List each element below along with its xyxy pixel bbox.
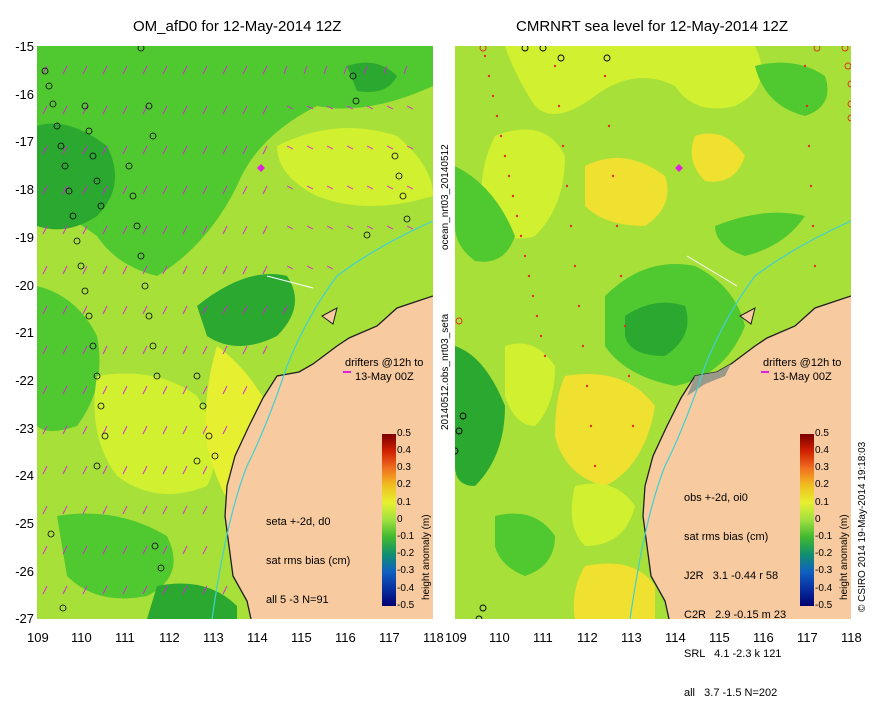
colorbar-tick: 0.4 xyxy=(397,445,411,456)
colorbar-tick: 0 xyxy=(815,514,821,525)
x-tick: 109 xyxy=(27,630,49,645)
x-tick: 113 xyxy=(621,630,642,645)
left-drifter-label: drifters @12h to xyxy=(345,357,423,370)
drifter-label-line2: 13-May 00Z xyxy=(355,371,414,383)
altimeter-track-dots xyxy=(483,54,817,468)
stats-line: J2R 3.1 -0.44 r 58 xyxy=(684,570,779,582)
stats-line: obs +-2d, oi0 xyxy=(684,492,748,504)
stats-line: C2R 2.9 -0.15 m 23 xyxy=(684,609,787,621)
x-tick: 118 xyxy=(423,630,444,645)
colorbar-tick: -0.1 xyxy=(815,531,833,542)
colorbar-tick: 0 xyxy=(397,514,403,525)
right-map-title: CMRNRT sea level for 12-May-2014 12Z xyxy=(516,18,789,35)
x-tick: 116 xyxy=(335,630,356,645)
stats-line: all 5 -3 N=91 xyxy=(266,594,329,606)
right-colorbar xyxy=(800,434,814,606)
x-tick: 118 xyxy=(841,630,862,645)
colorbar-tick: 0.4 xyxy=(815,445,829,456)
x-tick: 111 xyxy=(115,630,135,645)
y-tick: -25 xyxy=(15,516,34,531)
y-tick: -18 xyxy=(15,182,34,197)
colorbar-tick: 0.3 xyxy=(397,462,411,473)
y-axis-latitude: -15 -16 -17 -18 -19 -20 -21 -22 -23 -24 … xyxy=(0,0,36,660)
right-sea-level-map xyxy=(455,46,851,619)
x-tick: 112 xyxy=(159,630,180,645)
drifter-label-line2: 13-May 00Z xyxy=(773,371,832,383)
right-colorbar-label: height anomaly (m) xyxy=(839,514,850,600)
colorbar-tick: -0.5 xyxy=(397,600,415,611)
colorbar-tick: -0.2 xyxy=(815,548,833,559)
x-tick: 117 xyxy=(797,630,818,645)
y-tick: -17 xyxy=(15,134,34,149)
x-tick: 115 xyxy=(709,630,730,645)
drifter-label-line1: drifters @12h to xyxy=(345,357,424,369)
left-drifter-label-2: 13-May 00Z xyxy=(355,371,414,384)
colorbar-tick: -0.5 xyxy=(815,600,833,611)
y-tick: -27 xyxy=(15,611,34,626)
x-tick: 110 xyxy=(71,630,92,645)
x-tick: 111 xyxy=(533,630,553,645)
x-tick: 110 xyxy=(489,630,510,645)
colorbar-tick: 0.3 xyxy=(815,462,829,473)
colorbar-tick: -0.3 xyxy=(815,565,833,576)
y-tick: -23 xyxy=(15,421,34,436)
left-map-title: OM_afD0 for 12-May-2014 12Z xyxy=(133,18,342,35)
colorbar-tick: -0.1 xyxy=(397,531,415,542)
stats-line: sat rms bias (cm) xyxy=(684,531,769,543)
colorbar-tick: 0.2 xyxy=(815,479,829,490)
x-tick: 113 xyxy=(203,630,224,645)
colorbar-tick: 0.2 xyxy=(397,479,411,490)
colorbar-tick: 0.5 xyxy=(397,428,411,439)
stats-line: sat rms bias (cm) xyxy=(266,555,351,567)
y-tick: -15 xyxy=(15,39,34,54)
copyright-credit: © CSIRO 2014 19-May-2014 19:18:03 xyxy=(857,441,868,612)
x-tick: 115 xyxy=(291,630,312,645)
left-colorbar xyxy=(382,434,396,606)
current-vectors xyxy=(42,65,414,595)
y-tick: -21 xyxy=(15,325,34,340)
altimeter-track-circles xyxy=(41,46,411,612)
colorbar-tick: 0.5 xyxy=(815,428,829,439)
right-drifter-label-2: 13-May 00Z xyxy=(773,371,832,384)
right-drifter-label: drifters @12h to xyxy=(763,357,841,370)
x-tick: 114 xyxy=(247,630,268,645)
left-colorbar-label: height anomaly (m) xyxy=(421,514,432,600)
left-stats: seta +-2d, d0 sat rms bias (cm) all 5 -3… xyxy=(266,490,350,620)
stats-line: seta +-2d, d0 xyxy=(266,516,331,528)
y-tick: -26 xyxy=(15,564,34,579)
x-tick: 112 xyxy=(577,630,598,645)
colorbar-tick: 0.1 xyxy=(815,497,829,508)
stats-line: SRL 4.1 -2.3 k 121 xyxy=(684,648,782,660)
colorbar-tick: -0.2 xyxy=(397,548,415,559)
x-tick: 109 xyxy=(445,630,467,645)
colorbar-tick: -0.3 xyxy=(397,565,415,576)
left-sea-level-map xyxy=(37,46,433,619)
left-map-canvas xyxy=(37,46,433,619)
colorbar-tick: -0.4 xyxy=(397,583,415,594)
right-map-canvas xyxy=(455,46,851,619)
drifter-label-line1: drifters @12h to xyxy=(763,357,842,369)
x-tick: 116 xyxy=(753,630,774,645)
right-stats: obs +-2d, oi0 sat rms bias (cm) J2R 3.1 … xyxy=(684,466,786,713)
x-tick: 114 xyxy=(665,630,686,645)
obs-file-id: 20140512.obs_nrt03_seta xyxy=(440,313,451,430)
colorbar-tick: -0.4 xyxy=(815,583,833,594)
model-run-id: ocean_nrt03_20140512 xyxy=(440,144,451,250)
obs-circles xyxy=(455,46,851,619)
y-tick: -19 xyxy=(15,230,34,245)
stats-line: all 3.7 -1.5 N=202 xyxy=(684,687,778,699)
y-tick: -16 xyxy=(15,87,34,102)
colorbar-tick: 0.1 xyxy=(397,497,411,508)
x-tick: 117 xyxy=(379,630,400,645)
y-tick: -20 xyxy=(15,278,34,293)
y-tick: -22 xyxy=(15,373,34,388)
y-tick: -24 xyxy=(15,468,34,483)
